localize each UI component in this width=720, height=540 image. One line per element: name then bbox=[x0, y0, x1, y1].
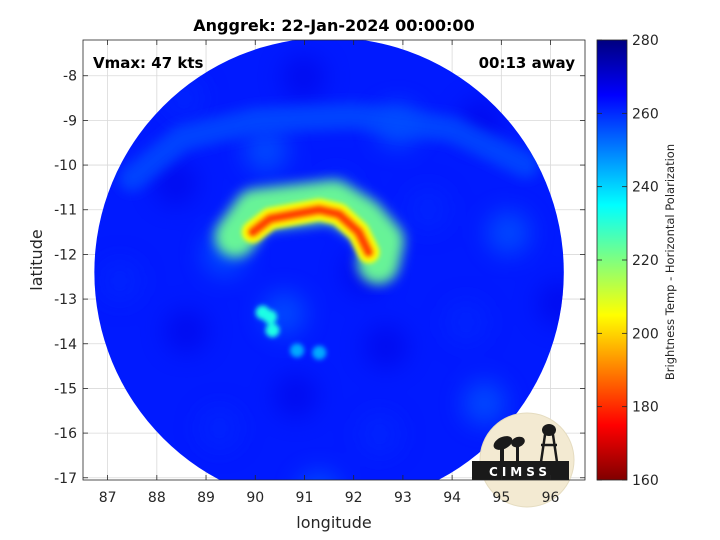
y-axis-ticks: -8 -9 -10 -11 -12 -13 -14 -15 -16 -17 bbox=[54, 69, 585, 487]
x-tick-label: 92 bbox=[345, 490, 363, 506]
time-offset-annotation: 00:13 away bbox=[479, 54, 576, 72]
logo-dish-stand bbox=[516, 446, 519, 461]
swath-disk bbox=[94, 40, 564, 480]
texture-blob bbox=[406, 187, 451, 232]
x-tick-label: 95 bbox=[492, 490, 510, 506]
x-tick-label: 89 bbox=[197, 490, 215, 506]
satellite-swath bbox=[94, 40, 564, 480]
outer-band bbox=[119, 102, 539, 192]
convective-cell bbox=[312, 345, 327, 360]
logo-tank bbox=[542, 424, 556, 436]
x-tick-label: 88 bbox=[148, 490, 166, 506]
colorbar-tick-label: 260 bbox=[632, 106, 659, 122]
cimss-logo: CIMSS bbox=[472, 412, 575, 508]
texture-blob bbox=[462, 381, 507, 426]
colorbar-ticks: 280 260 240 220 200 180 160 bbox=[597, 33, 659, 489]
y-axis-label: latitude bbox=[27, 229, 46, 290]
feature-band bbox=[119, 102, 539, 192]
y-tick-label: -15 bbox=[54, 381, 77, 397]
texture-blob bbox=[357, 412, 402, 457]
swath-texture bbox=[97, 54, 564, 480]
x-axis-label: longitude bbox=[296, 513, 371, 532]
rainband-core bbox=[247, 204, 374, 258]
feature-band bbox=[241, 198, 380, 264]
y-tick-label: -12 bbox=[54, 247, 77, 263]
y-tick-label: -9 bbox=[63, 113, 77, 129]
texture-blob bbox=[537, 281, 564, 326]
x-axis-ticks: 87 88 89 90 91 92 93 94 95 96 bbox=[99, 40, 560, 506]
x-tick-label: 90 bbox=[246, 490, 264, 506]
colorbar-tick-label: 280 bbox=[632, 33, 659, 49]
convective-cell bbox=[265, 323, 280, 338]
feature-spots bbox=[290, 343, 327, 360]
y-tick-label: -17 bbox=[54, 471, 77, 487]
colorbar-tick-label: 220 bbox=[632, 253, 659, 269]
vmax-annotation: Vmax: 47 kts bbox=[93, 54, 203, 72]
feature-band bbox=[214, 179, 405, 285]
colorbar-tick-label: 200 bbox=[632, 326, 659, 342]
colorbar-tick-label: 240 bbox=[632, 180, 659, 196]
feature-spots bbox=[255, 305, 280, 338]
y-tick-label: -11 bbox=[54, 203, 77, 219]
logo-base bbox=[472, 461, 569, 480]
y-tick-label: -10 bbox=[54, 158, 77, 174]
y-tick-label: -8 bbox=[63, 69, 77, 85]
chart-title: Anggrek: 22-Jan-2024 00:00:00 bbox=[193, 16, 474, 35]
colorbar-label: Brightness Temp - Horizontal Polarizatio… bbox=[663, 144, 677, 380]
logo-dish-stand bbox=[500, 447, 504, 461]
texture-blob bbox=[153, 161, 198, 206]
texture-blob bbox=[243, 128, 288, 173]
x-tick-label: 94 bbox=[443, 490, 461, 506]
y-tick-label: -14 bbox=[54, 337, 77, 353]
convective-cell bbox=[290, 343, 305, 358]
plot-frame bbox=[82, 39, 586, 481]
colorbar-tick-label: 160 bbox=[632, 473, 659, 489]
colorbar-tick-label: 180 bbox=[632, 400, 659, 416]
x-tick-label: 96 bbox=[542, 490, 560, 506]
logo-dish bbox=[493, 436, 513, 450]
logo-dish bbox=[511, 436, 525, 448]
y-tick-label: -16 bbox=[54, 426, 77, 442]
texture-blob bbox=[444, 300, 489, 345]
logo-text: CIMSS bbox=[489, 465, 551, 479]
texture-blob bbox=[97, 258, 142, 303]
texture-blob bbox=[273, 373, 318, 418]
convective-cell bbox=[263, 309, 278, 324]
rainband-halo bbox=[214, 179, 405, 285]
y-tick-label: -13 bbox=[54, 292, 77, 308]
x-tick-label: 91 bbox=[296, 490, 314, 506]
x-tick-label: 93 bbox=[394, 490, 412, 506]
x-tick-label: 87 bbox=[99, 490, 117, 506]
texture-blob bbox=[364, 324, 409, 369]
texture-blob bbox=[164, 309, 209, 354]
texture-blob bbox=[486, 210, 531, 255]
texture-blob bbox=[197, 406, 242, 451]
texture-blob bbox=[281, 54, 326, 99]
